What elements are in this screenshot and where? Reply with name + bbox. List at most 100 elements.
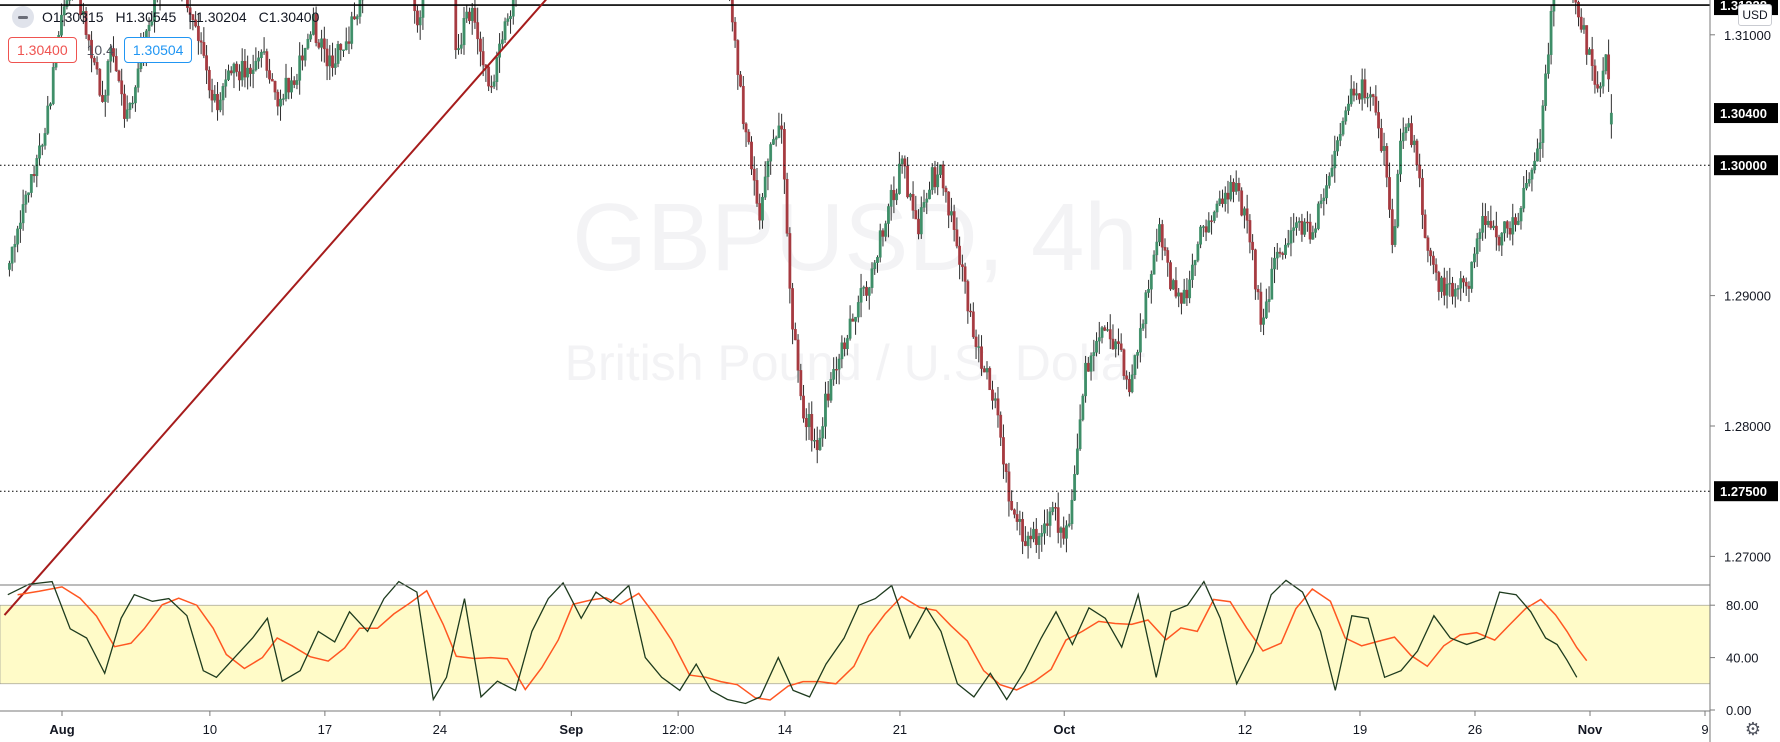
candle[interactable] [1464, 277, 1468, 296]
candle[interactable] [506, 13, 510, 26]
candle[interactable] [240, 48, 244, 87]
candle[interactable] [503, 17, 507, 43]
candle[interactable] [492, 74, 496, 89]
candle[interactable] [1412, 134, 1416, 153]
candle[interactable] [1023, 526, 1027, 547]
candle[interactable] [1401, 117, 1405, 149]
candle[interactable] [476, 7, 480, 55]
candle[interactable] [303, 47, 307, 67]
candle[interactable] [1081, 393, 1085, 422]
candle[interactable] [1226, 180, 1230, 214]
candle[interactable] [1297, 217, 1301, 231]
candle[interactable] [1078, 404, 1082, 451]
candle[interactable] [1572, 0, 1574, 4]
candle[interactable] [947, 191, 951, 229]
candle[interactable] [1193, 259, 1197, 277]
candle[interactable] [848, 305, 852, 341]
candle[interactable] [120, 68, 124, 106]
candle[interactable] [314, 6, 318, 47]
candle[interactable] [1267, 286, 1271, 313]
candle[interactable] [489, 75, 493, 94]
candle[interactable] [1043, 509, 1046, 545]
candle[interactable] [1166, 247, 1170, 277]
candle[interactable] [1396, 169, 1400, 229]
candle[interactable] [1062, 516, 1066, 545]
candle[interactable] [991, 380, 994, 410]
candle[interactable] [221, 83, 225, 116]
candle[interactable] [344, 27, 348, 51]
candle[interactable] [325, 38, 329, 81]
candle[interactable] [1100, 325, 1104, 344]
candle[interactable] [1519, 205, 1523, 230]
candle[interactable] [95, 56, 99, 75]
candle[interactable] [832, 357, 836, 386]
candle[interactable] [1505, 220, 1509, 238]
candle[interactable] [347, 26, 351, 55]
candle[interactable] [90, 31, 93, 73]
candle[interactable] [810, 401, 814, 452]
candle[interactable] [1204, 219, 1208, 242]
candle[interactable] [1122, 348, 1126, 380]
candle[interactable] [13, 235, 17, 263]
candle[interactable] [1448, 267, 1452, 297]
candle[interactable] [500, 31, 504, 50]
candle[interactable] [1322, 188, 1326, 216]
candle[interactable] [1218, 190, 1222, 207]
candle[interactable] [1497, 234, 1501, 252]
candle[interactable] [1363, 68, 1367, 104]
candle[interactable] [1051, 501, 1055, 516]
candle[interactable] [292, 76, 296, 89]
candle[interactable] [265, 48, 269, 78]
candle[interactable] [1141, 319, 1145, 331]
candle[interactable] [1399, 128, 1402, 182]
candle[interactable] [213, 85, 217, 103]
candle[interactable] [123, 84, 126, 128]
candle[interactable] [960, 254, 964, 282]
candle[interactable] [1503, 221, 1506, 242]
candle[interactable] [1341, 117, 1345, 137]
candle[interactable] [350, 11, 354, 50]
candle[interactable] [106, 59, 110, 103]
candle[interactable] [309, 31, 313, 42]
candle[interactable] [1286, 229, 1290, 248]
candle[interactable] [1574, 0, 1578, 15]
candle[interactable] [454, 0, 458, 59]
candle[interactable] [1130, 364, 1134, 394]
candle[interactable] [1256, 284, 1260, 300]
candle[interactable] [777, 112, 781, 139]
candle[interactable] [358, 0, 362, 24]
candle[interactable] [958, 236, 962, 280]
candle[interactable] [229, 66, 233, 76]
candle[interactable] [1004, 463, 1008, 483]
candle[interactable] [1136, 349, 1140, 369]
candle[interactable] [1445, 270, 1449, 309]
candle[interactable] [457, 34, 460, 55]
candle[interactable] [1390, 198, 1394, 254]
candle[interactable] [251, 54, 255, 89]
candle[interactable] [845, 334, 849, 356]
candle[interactable] [1423, 209, 1427, 239]
price-axis[interactable]: 1.270001.280001.290001.310001.320001.340… [1710, 0, 1771, 564]
candle[interactable] [487, 65, 491, 92]
candle[interactable] [1281, 251, 1285, 260]
candle[interactable] [1158, 217, 1161, 247]
candle[interactable] [1015, 502, 1019, 531]
candle[interactable] [333, 48, 337, 75]
candle[interactable] [207, 66, 211, 99]
candle[interactable] [51, 57, 55, 106]
candle[interactable] [1429, 247, 1433, 266]
candle[interactable] [49, 102, 52, 110]
candle[interactable] [1092, 339, 1096, 372]
candle[interactable] [1032, 521, 1035, 543]
candle[interactable] [331, 42, 334, 77]
candle[interactable] [1360, 68, 1364, 111]
candle[interactable] [1358, 93, 1361, 104]
candle[interactable] [854, 316, 857, 335]
candle[interactable] [84, 6, 88, 39]
candle[interactable] [339, 43, 343, 61]
candle[interactable] [1336, 136, 1339, 156]
candle[interactable] [1300, 213, 1304, 242]
candle[interactable] [468, 7, 471, 25]
candle[interactable] [1311, 225, 1315, 240]
candle[interactable] [881, 228, 885, 247]
